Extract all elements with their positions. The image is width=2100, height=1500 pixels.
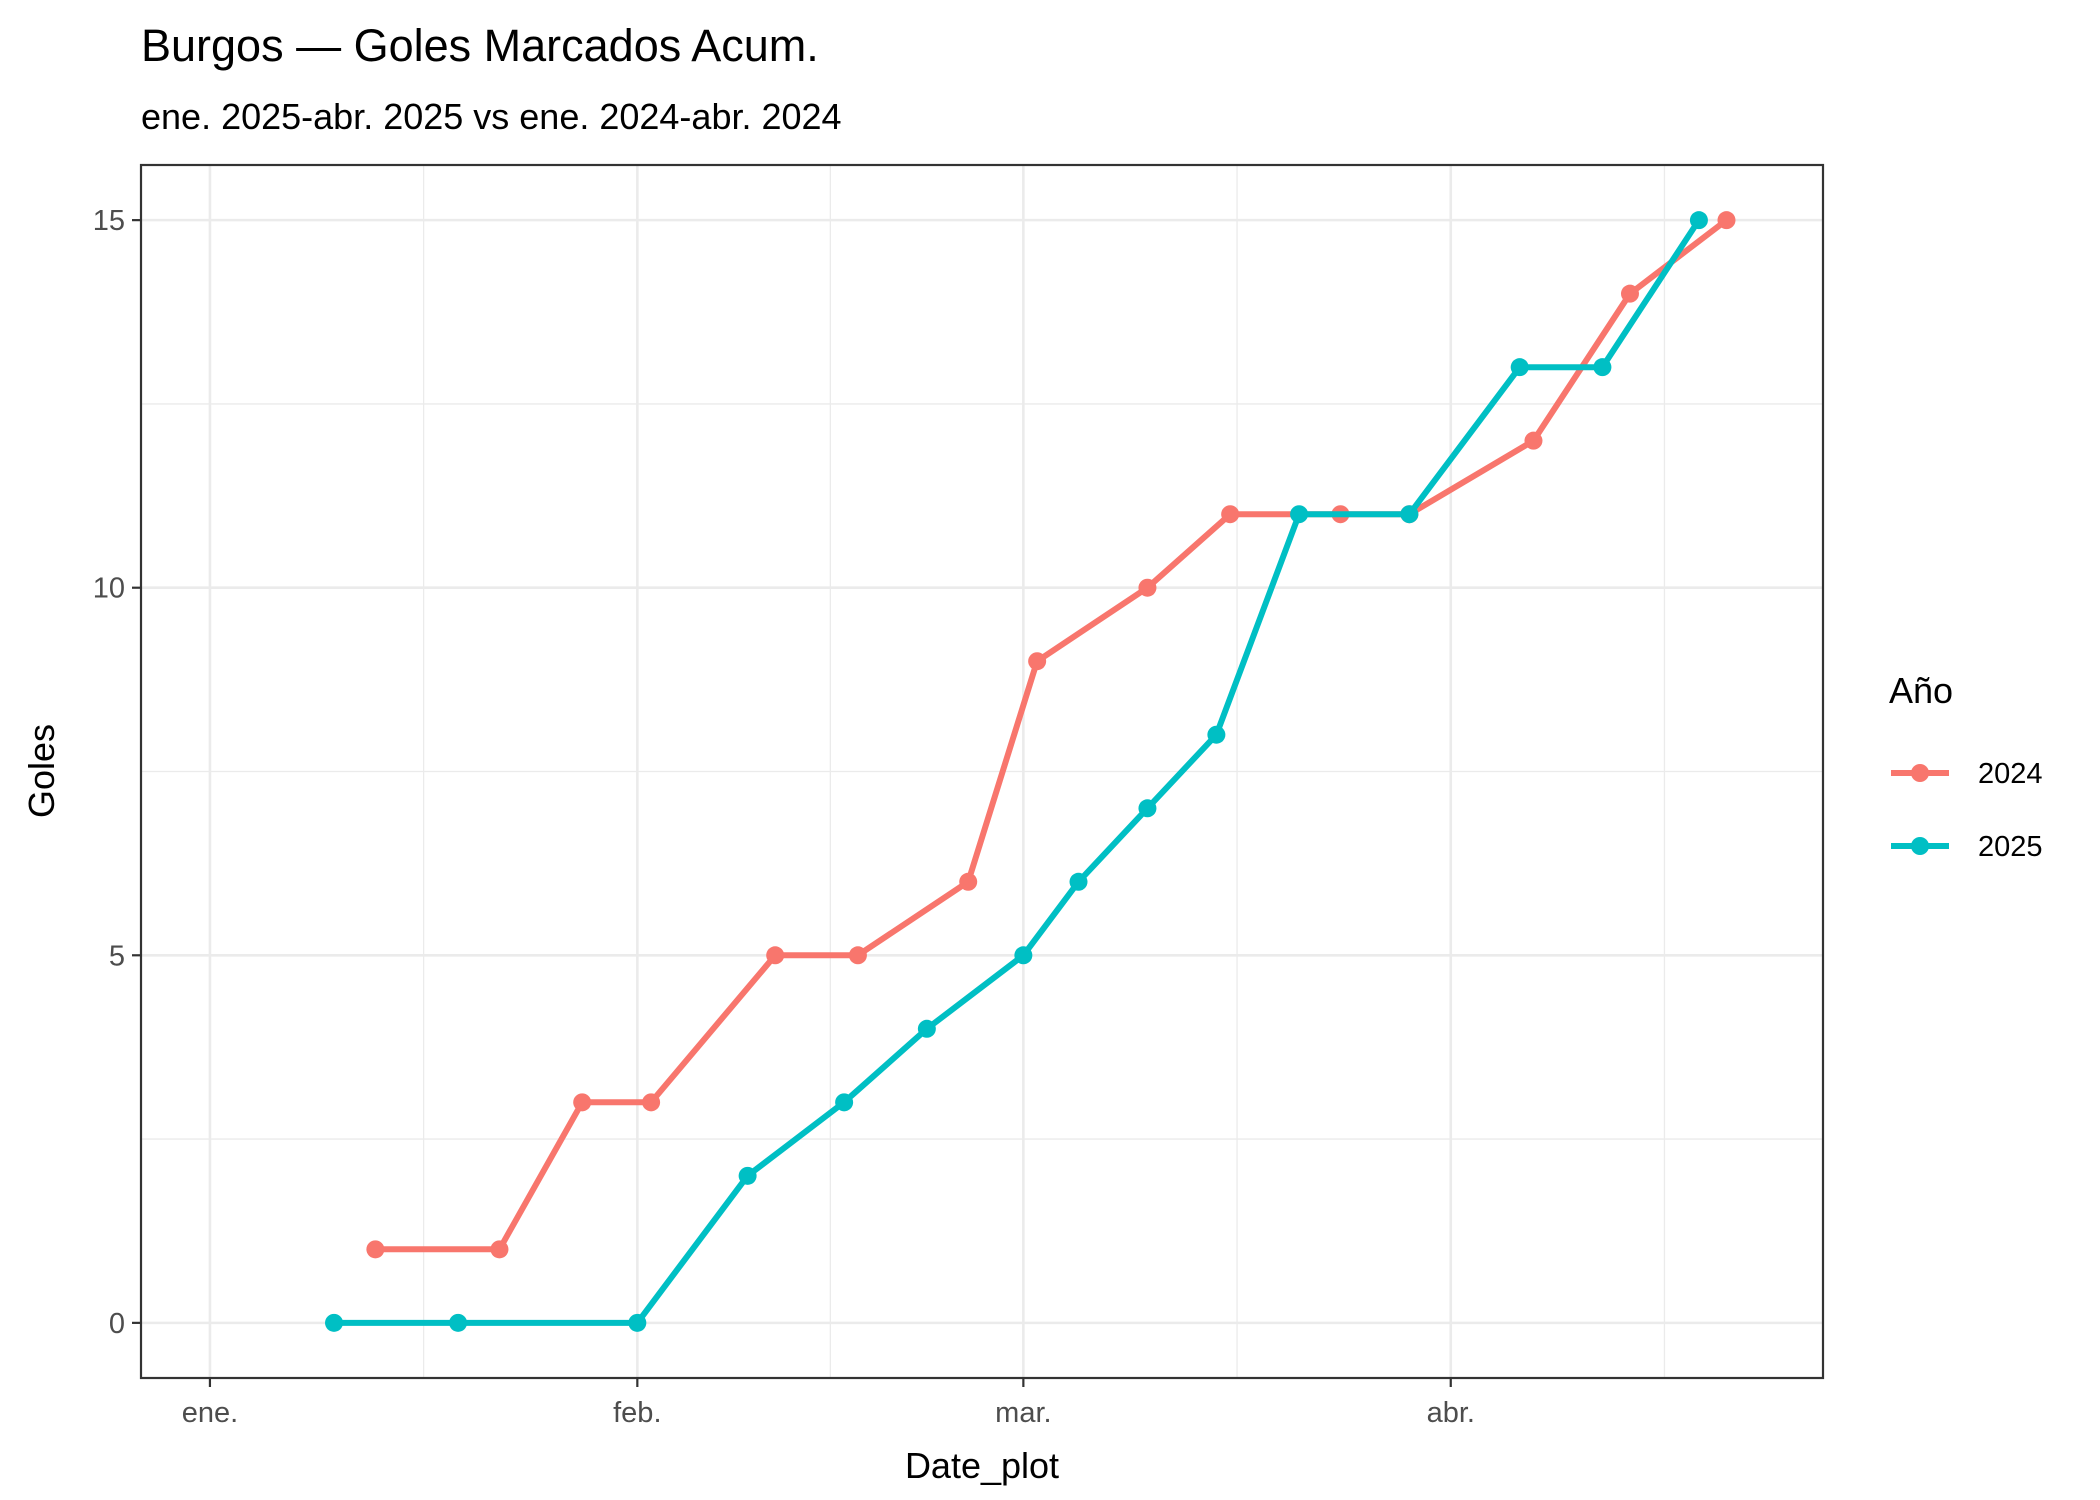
x-axis: ene. feb. mar. abr. [182, 1378, 1475, 1429]
legend-label: 2024 [1978, 758, 2043, 790]
data-point [1221, 505, 1240, 524]
data-point [490, 1240, 509, 1259]
x-axis-title: Date_plot [905, 1445, 1059, 1486]
chart-subtitle: ene. 2025-abr. 2025 vs ene. 2024-abr. 20… [141, 96, 842, 137]
data-point [366, 1240, 385, 1259]
data-point [959, 872, 978, 891]
data-point [738, 1166, 757, 1185]
x-tick-label: feb. [613, 1397, 661, 1429]
y-tick-label: 15 [93, 205, 125, 237]
plot-panel [139, 163, 1825, 1380]
y-axis: 0 5 10 15 [93, 205, 141, 1340]
y-tick-label: 10 [93, 573, 125, 605]
y-tick-label: 0 [109, 1308, 125, 1340]
x-tick-label: mar. [995, 1397, 1051, 1429]
x-tick-label: ene. [182, 1397, 238, 1429]
data-point [449, 1313, 468, 1332]
legend-title: Año [1889, 670, 1953, 711]
data-point [1524, 431, 1543, 450]
legend-item: 2025 [1891, 831, 2043, 863]
data-point [1138, 799, 1157, 818]
data-point [766, 946, 785, 965]
data-point [1014, 946, 1033, 965]
data-point [1620, 284, 1639, 303]
chart-title: Burgos — Goles Marcados Acum. [141, 20, 819, 71]
panel-border [139, 163, 1825, 1380]
data-point [573, 1093, 592, 1112]
data-point [917, 1019, 936, 1038]
legend-key-point [1911, 764, 1929, 782]
data-point [1290, 505, 1309, 524]
data-point [1028, 652, 1047, 671]
data-point [1510, 358, 1529, 377]
x-tick-label: abr. [1427, 1397, 1475, 1429]
legend: Año 2024 2025 [1889, 670, 2043, 863]
data-point [1689, 211, 1708, 230]
data-point [1069, 872, 1088, 891]
legend-label: 2025 [1978, 831, 2043, 863]
data-point [835, 1093, 854, 1112]
minor-gridlines [141, 165, 1823, 1378]
data-point [1138, 578, 1157, 597]
series-layer [325, 211, 1736, 1332]
legend-key-point [1911, 837, 1929, 855]
series-2025 [325, 211, 1708, 1332]
legend-item: 2024 [1891, 758, 2043, 790]
data-point [628, 1313, 647, 1332]
data-point [1593, 358, 1612, 377]
data-point [325, 1313, 344, 1332]
y-axis-title: Goles [21, 724, 62, 818]
data-point [1400, 505, 1419, 524]
data-point [848, 946, 867, 965]
data-point [642, 1093, 661, 1112]
y-tick-label: 5 [109, 940, 125, 972]
data-point [1717, 211, 1736, 230]
data-point [1207, 725, 1226, 744]
